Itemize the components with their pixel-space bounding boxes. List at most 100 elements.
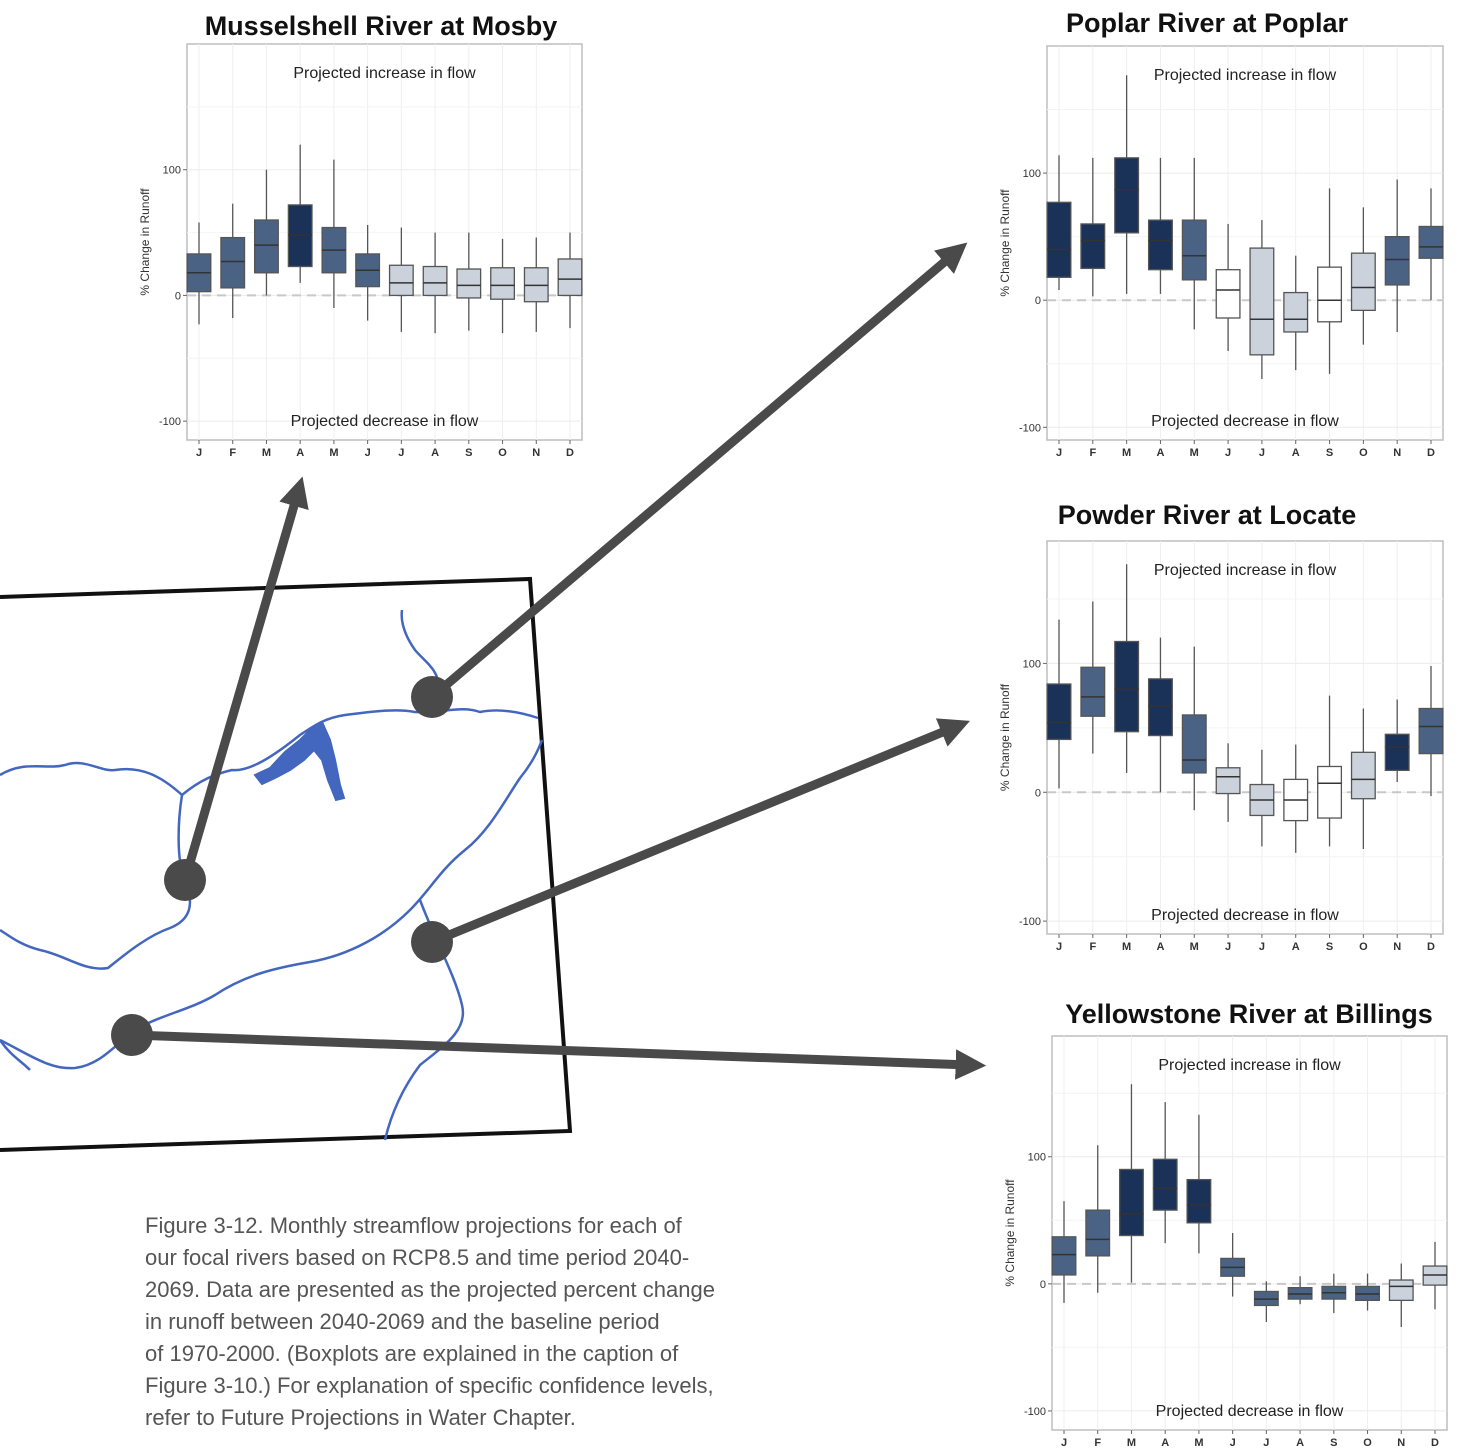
y-tick-label: 0 <box>1040 1279 1046 1291</box>
box <box>1080 223 1106 270</box>
chart-title: Yellowstone River at Billings <box>1065 999 1433 1029</box>
river-musselshell <box>0 794 192 970</box>
reservoir <box>253 720 346 802</box>
y-tick-label: 100 <box>1023 658 1041 670</box>
y-axis-label: % Change in Runoff <box>1003 1179 1017 1287</box>
boxplot-poplar: Poplar River at Poplar -100 0 100 % Change i… <box>998 8 1444 459</box>
y-tick-label: 100 <box>1028 1152 1046 1164</box>
annotation-increase: Projected increase in flow <box>293 65 476 82</box>
y-tick-label: -100 <box>1019 422 1041 434</box>
y-tick-label: 0 <box>1035 295 1041 307</box>
x-tick-label: D <box>1427 447 1435 459</box>
caption-line: our focal rivers based on RCP8.5 and tim… <box>145 1245 690 1270</box>
box <box>1283 291 1309 333</box>
x-tick-label: M <box>1127 1437 1136 1449</box>
box <box>1384 733 1410 772</box>
x-tick-label: S <box>1330 1437 1337 1449</box>
x-tick-label: O <box>1359 941 1368 953</box>
river-missouri <box>0 708 539 797</box>
x-tick-label: A <box>1292 941 1300 953</box>
x-tick-label: N <box>532 447 540 459</box>
x-tick-label: F <box>1089 941 1096 953</box>
river-bighorn <box>0 1039 31 1071</box>
gauge-dot-powder <box>411 921 453 963</box>
box <box>490 267 515 300</box>
x-tick-label: N <box>1397 1437 1405 1449</box>
box <box>1046 683 1072 741</box>
river-yellowstone <box>0 739 544 1070</box>
boxplot-powder: Powder River at Locate -100 0 100 % Change i… <box>998 500 1444 953</box>
x-tick-label: N <box>1393 447 1401 459</box>
x-tick-label: S <box>1326 447 1333 459</box>
y-tick-label: 100 <box>1023 168 1041 180</box>
box <box>1418 225 1444 259</box>
x-tick-label: A <box>1156 941 1164 953</box>
box <box>253 219 279 274</box>
y-tick-label: 100 <box>163 165 181 177</box>
x-tick-label: F <box>1089 447 1096 459</box>
box <box>1051 1236 1077 1276</box>
gauge-dots <box>111 676 453 1056</box>
box <box>1152 1158 1178 1211</box>
plot-frame <box>1051 1035 1448 1431</box>
caption-line: Figure 3-12. Monthly streamflow projecti… <box>145 1213 682 1238</box>
x-tick-label: J <box>1263 1437 1269 1449</box>
y-tick-label: -100 <box>1024 1406 1046 1418</box>
x-tick-label: J <box>1056 941 1062 953</box>
box <box>1350 751 1376 800</box>
chart-title: Powder River at Locate <box>1058 500 1357 530</box>
box <box>1181 219 1207 281</box>
boxplot-musselshell: Musselshell River at Mosby -100 0 100 % Chan… <box>138 11 583 459</box>
gauge-dot-poplar <box>411 676 453 718</box>
boxplot-yellowstone: Yellowstone River at Billings -100 0 100 % C… <box>1003 999 1448 1449</box>
x-tick-label: S <box>1326 941 1333 953</box>
x-tick-label: M <box>329 447 338 459</box>
x-tick-label: F <box>229 447 236 459</box>
x-tick-label: D <box>566 447 574 459</box>
x-tick-label: A <box>1296 1437 1304 1449</box>
box <box>1388 1279 1414 1302</box>
x-tick-label: O <box>1359 447 1368 459</box>
x-tick-label: M <box>262 447 271 459</box>
y-tick-label: -100 <box>159 416 181 428</box>
box <box>1215 269 1241 319</box>
state-boundary <box>0 576 573 1152</box>
box <box>456 268 482 299</box>
x-tick-label: J <box>1230 1437 1236 1449</box>
annotation-decrease: Projected decrease in flow <box>1156 1403 1344 1420</box>
caption-line: refer to Future Projections in Water Cha… <box>145 1405 576 1430</box>
x-tick-label: M <box>1122 941 1131 953</box>
box <box>388 264 414 297</box>
x-tick-label: J <box>1056 447 1062 459</box>
box <box>1114 157 1140 234</box>
plot-frame <box>1046 45 1444 441</box>
x-tick-label: J <box>1259 447 1265 459</box>
plot-frame <box>186 43 583 441</box>
annotation-decrease: Projected decrease in flow <box>1151 413 1339 430</box>
x-tick-label: J <box>398 447 404 459</box>
box <box>1350 252 1376 312</box>
box <box>1418 707 1444 755</box>
x-tick-label: A <box>296 447 304 459</box>
box <box>1119 1168 1144 1237</box>
annotation-decrease: Projected decrease in flow <box>291 413 479 430</box>
box <box>1046 201 1072 278</box>
arrow-musselshell <box>180 476 309 882</box>
y-tick-label: 0 <box>175 290 181 302</box>
y-axis-label: % Change in Runoff <box>998 683 1012 791</box>
x-tick-label: A <box>1292 447 1300 459</box>
figure-caption: Figure 3-12. Monthly streamflow projecti… <box>145 1210 795 1434</box>
river-poplar <box>400 609 442 691</box>
chart-title: Poplar River at Poplar <box>1066 8 1349 38</box>
box <box>1080 666 1106 717</box>
box <box>1317 765 1343 819</box>
x-tick-label: D <box>1427 941 1435 953</box>
x-tick-label: J <box>1061 1437 1067 1449</box>
box <box>1147 219 1173 271</box>
box <box>1384 235 1410 286</box>
caption-line: in runoff between 2040-2069 and the base… <box>145 1309 660 1334</box>
map <box>0 576 573 1152</box>
box <box>1249 247 1275 356</box>
box <box>1147 678 1173 737</box>
